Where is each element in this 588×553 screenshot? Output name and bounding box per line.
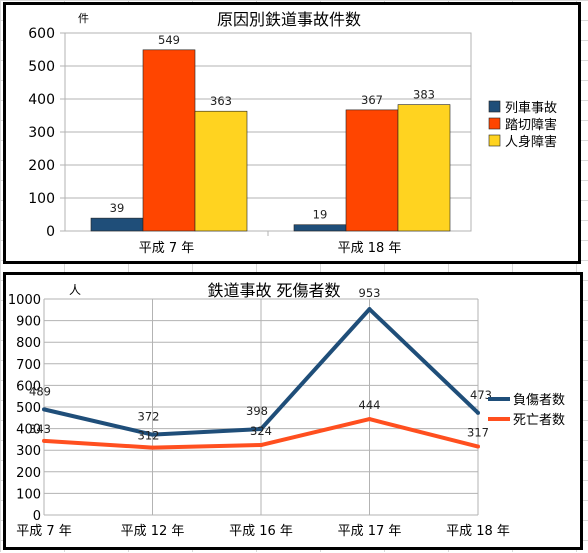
data-point	[259, 443, 263, 448]
y-tick-label: 100	[28, 191, 55, 207]
bar	[142, 49, 196, 232]
data-point	[476, 410, 480, 415]
legend-label: 踏切障害	[505, 117, 557, 133]
accident-count-chart: 0 100 200 300 400 500 600 39 549 363 平成 7 年 19 367 38…	[3, 2, 581, 264]
bar	[293, 224, 347, 232]
casualty-line-chart: 0 100 200 300 400 500 600 700 800 900 1000 平成 7 年 平成…	[8, 281, 565, 539]
bar	[90, 217, 144, 232]
data-label: 367	[361, 93, 383, 107]
chart-title: 原因別鉄道事故件数	[217, 10, 361, 29]
data-label: 383	[413, 88, 435, 102]
data-label: 19	[313, 208, 328, 222]
data-label: 473	[470, 388, 492, 402]
x-tick-label: 平成 17 年	[338, 524, 402, 539]
data-point	[367, 417, 372, 422]
y-tick-label: 700	[16, 358, 41, 373]
y-tick-label: 400	[16, 423, 41, 438]
y-tick-label: 600	[28, 26, 55, 42]
data-label: 39	[110, 201, 125, 215]
y-tick-label: 300	[16, 444, 41, 459]
legend-swatch	[488, 100, 501, 113]
y-tick-label: 100	[16, 487, 41, 502]
data-point	[367, 307, 372, 312]
data-label: 324	[250, 424, 272, 438]
legend-label: 列車事故	[505, 101, 557, 116]
bar	[194, 110, 248, 232]
accident-count-bar-chart: 0 100 200 300 400 500 600 39 549 363 平成 7 年 19 367 38…	[28, 10, 557, 256]
y-tick-label: 400	[28, 92, 55, 108]
x-tick-label: 平成 12 年	[121, 524, 185, 539]
y-axis-unit-label: 件	[78, 12, 89, 25]
legend-swatch	[488, 134, 501, 147]
casualty-chart: 0 100 200 300 400 500 600 700 800 900 1000 平成 7 年 平成…	[3, 272, 583, 550]
data-point	[42, 438, 46, 443]
y-axis-unit-label: 人	[69, 283, 81, 297]
data-point	[259, 427, 263, 432]
data-label: 363	[210, 94, 232, 108]
data-label: 489	[29, 384, 51, 398]
data-point	[476, 444, 480, 449]
legend-swatch	[488, 117, 501, 130]
bar	[397, 104, 451, 232]
legend-label: 人身障害	[505, 134, 557, 150]
y-tick-label: 300	[28, 125, 55, 141]
x-tick-label: 平成 7 年	[16, 524, 72, 539]
y-tick-label: 500	[16, 401, 41, 416]
x-tick-label: 平成 16 年	[229, 524, 293, 539]
y-tick-label: 1000	[8, 293, 41, 308]
legend-label: 負傷者数	[513, 393, 565, 408]
y-tick-label: 800	[16, 336, 41, 351]
y-tick-label: 600	[16, 379, 41, 394]
data-point	[150, 432, 155, 437]
chart-title: 鉄道事故 死傷者数	[207, 281, 340, 300]
y-tick-label: 200	[16, 466, 41, 481]
x-tick-label: 平成 18 年	[338, 241, 402, 256]
data-label: 317	[467, 426, 489, 440]
data-label: 312	[138, 429, 160, 443]
data-label: 372	[138, 410, 160, 424]
x-tick-label: 平成 18 年	[446, 524, 510, 539]
data-label: 343	[29, 422, 51, 436]
y-tick-label: 0	[33, 509, 41, 524]
data-label: 953	[359, 286, 381, 300]
data-label: 398	[246, 404, 268, 418]
data-point	[42, 407, 46, 412]
y-tick-label: 500	[28, 59, 55, 75]
data-point	[150, 445, 155, 450]
x-tick-label: 平成 7 年	[139, 241, 195, 256]
y-tick-label: 0	[46, 224, 55, 240]
y-tick-label: 200	[28, 158, 55, 174]
data-label: 444	[359, 398, 381, 412]
y-tick-label: 900	[16, 315, 41, 330]
data-label: 549	[158, 33, 180, 47]
bar	[345, 109, 399, 232]
legend-label: 死亡者数	[513, 413, 565, 428]
